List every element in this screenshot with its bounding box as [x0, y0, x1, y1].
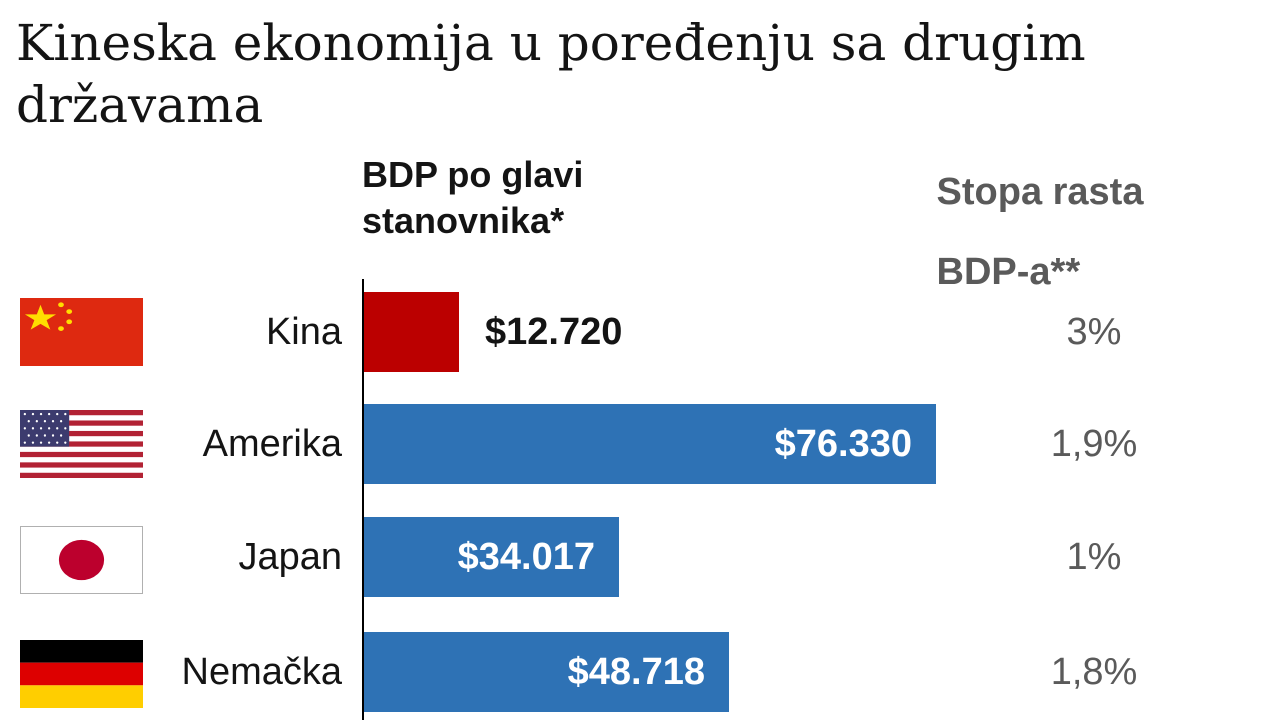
gdp-value-label: $48.718	[567, 651, 705, 693]
country-row-china: Kina	[0, 292, 1280, 372]
gdp-bar	[364, 404, 936, 484]
gdp-value-label: $34.017	[457, 536, 595, 578]
growth-rate-value: 1,9%	[1050, 423, 1138, 465]
country-label: Amerika	[202, 423, 342, 465]
chart-title: Kineska ekonomija u poređenju sa drugim …	[16, 14, 1086, 134]
country-label: Nemačka	[181, 651, 343, 693]
country-label: Japan	[238, 536, 342, 578]
growth-header-line-1: Stopa rasta	[936, 171, 1144, 213]
growth-column-header: Stopa rasta BDP-a**	[936, 152, 1144, 293]
gdp-bar	[364, 632, 729, 712]
country-label: Kina	[265, 311, 342, 353]
usa-flag-icon	[20, 410, 143, 478]
growth-header-line-2: BDP-a**	[936, 251, 1081, 293]
gdp-value-label: $76.330	[774, 423, 912, 465]
growth-rate-value: 1,8%	[1050, 651, 1138, 693]
country-row-usa: Amerika	[0, 404, 1280, 484]
gdp-bar	[364, 517, 619, 597]
japan-flag-icon	[20, 526, 143, 594]
country-row-japan: Japan	[0, 517, 1280, 597]
china-flag-icon	[20, 298, 143, 366]
gdp-header-line-1: BDP po glavi	[362, 154, 584, 195]
germany-flag-icon	[20, 640, 143, 708]
gdp-value-label: $12.720	[485, 311, 623, 353]
bar-axis-line	[362, 279, 364, 720]
growth-rate-value: 1%	[1066, 536, 1122, 578]
gdp-column-header: BDP po glavi stanovnika*	[362, 152, 583, 244]
country-row-germany: Nemačka	[0, 632, 1280, 712]
growth-rate-value: 3%	[1066, 311, 1122, 353]
gdp-bar	[364, 292, 459, 372]
gdp-header-line-2: stanovnika*	[362, 200, 565, 241]
